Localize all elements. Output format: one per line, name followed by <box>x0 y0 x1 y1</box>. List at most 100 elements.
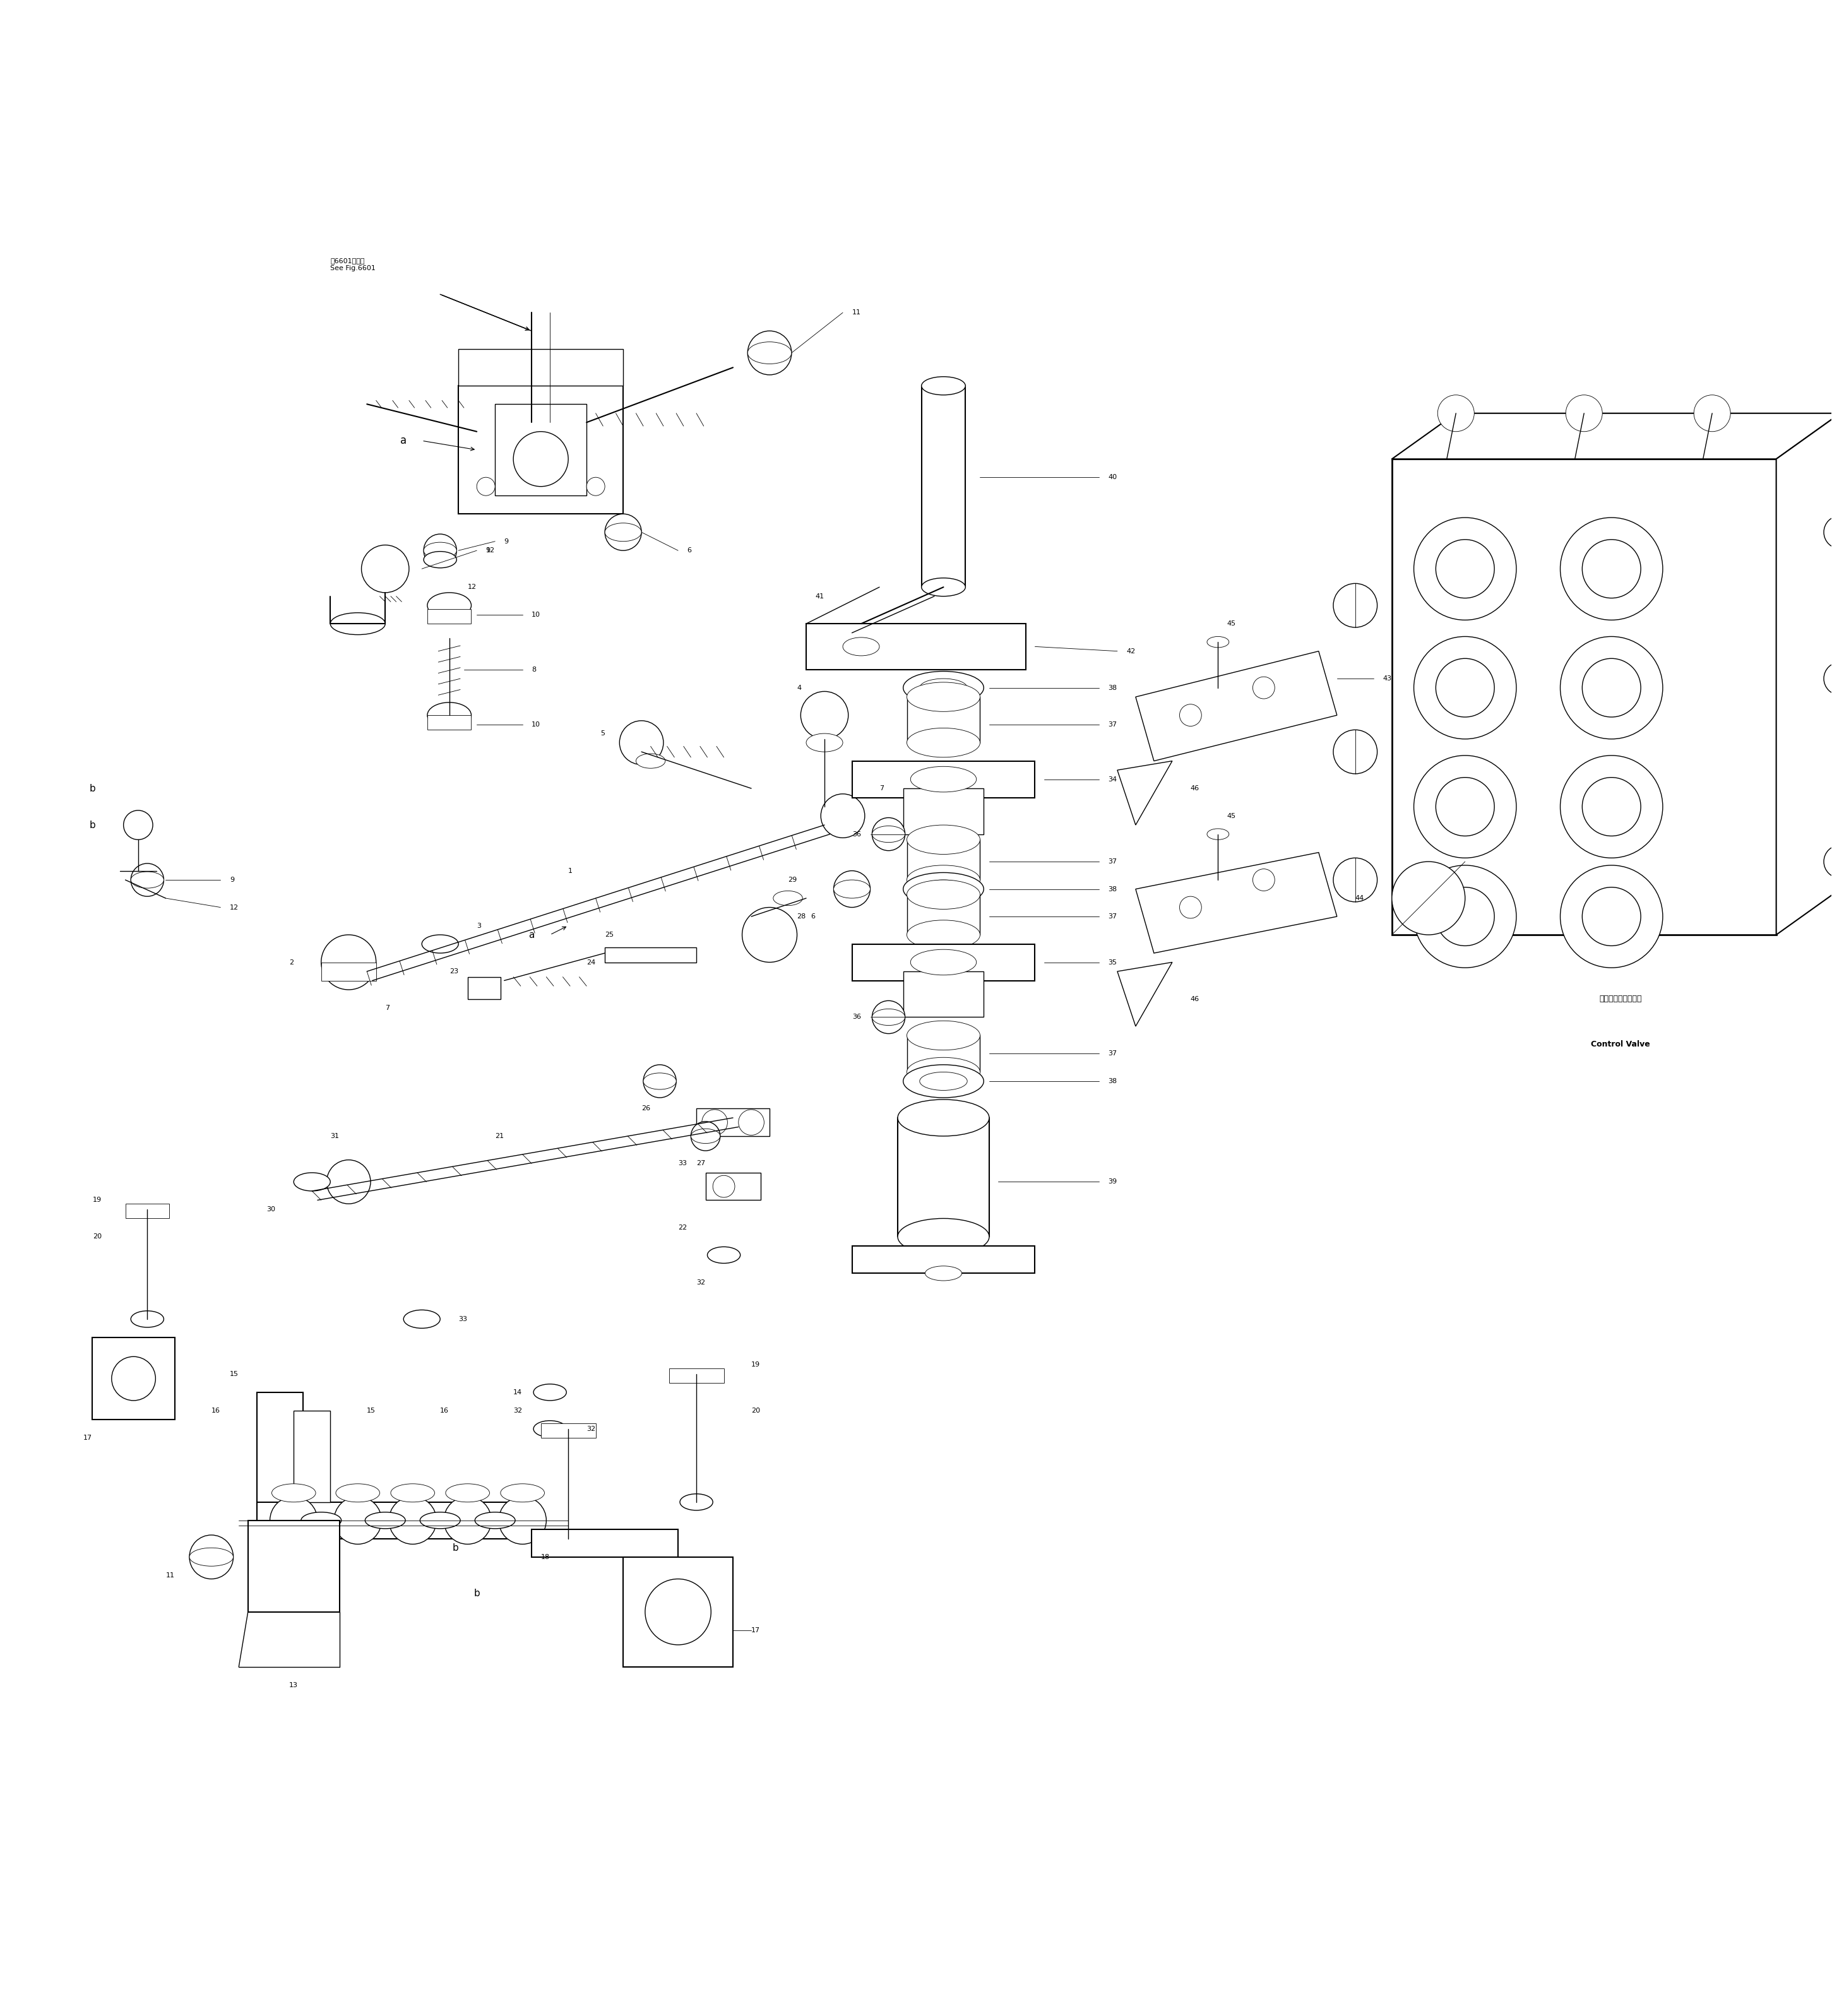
Circle shape <box>321 935 376 990</box>
Ellipse shape <box>1207 637 1229 647</box>
Ellipse shape <box>533 1421 566 1437</box>
Ellipse shape <box>920 879 967 899</box>
Ellipse shape <box>872 827 905 843</box>
Circle shape <box>801 691 848 740</box>
Text: 37: 37 <box>1108 859 1118 865</box>
Bar <box>1392 460 1777 935</box>
Bar <box>427 716 471 730</box>
Text: 21: 21 <box>495 1133 504 1139</box>
Bar <box>458 349 623 385</box>
Ellipse shape <box>747 343 791 363</box>
Text: 31: 31 <box>330 1133 339 1139</box>
Text: 5: 5 <box>601 730 605 736</box>
Bar <box>907 1036 980 1073</box>
Ellipse shape <box>293 1173 330 1191</box>
Text: 22: 22 <box>678 1224 687 1230</box>
Polygon shape <box>1118 962 1172 1026</box>
Ellipse shape <box>920 679 967 698</box>
Circle shape <box>423 534 456 566</box>
Circle shape <box>1253 869 1275 891</box>
Circle shape <box>1180 704 1202 726</box>
Text: 16: 16 <box>440 1407 449 1413</box>
Text: 38: 38 <box>1108 885 1118 893</box>
Text: 46: 46 <box>1191 996 1200 1002</box>
Circle shape <box>586 478 605 496</box>
Circle shape <box>1583 540 1641 599</box>
Text: 45: 45 <box>1227 812 1237 818</box>
Ellipse shape <box>636 754 665 768</box>
Bar <box>921 385 965 587</box>
Text: 32: 32 <box>696 1280 705 1286</box>
Circle shape <box>645 1579 711 1645</box>
Text: 35: 35 <box>1108 960 1118 966</box>
Bar <box>321 962 376 980</box>
Bar <box>669 1369 724 1383</box>
Circle shape <box>1583 659 1641 718</box>
Circle shape <box>872 1000 905 1034</box>
Circle shape <box>821 794 865 839</box>
Circle shape <box>1414 865 1517 968</box>
Circle shape <box>1583 887 1641 946</box>
Text: 9: 9 <box>504 538 509 544</box>
Circle shape <box>388 1496 436 1544</box>
Text: a: a <box>529 929 535 939</box>
Ellipse shape <box>898 1218 989 1256</box>
Circle shape <box>1414 518 1517 621</box>
Circle shape <box>702 1109 727 1135</box>
Ellipse shape <box>605 522 641 542</box>
Text: 39: 39 <box>1108 1179 1118 1185</box>
Text: a: a <box>401 435 407 446</box>
Text: b: b <box>90 784 95 792</box>
Bar <box>293 1411 330 1502</box>
Circle shape <box>513 431 568 486</box>
Circle shape <box>1436 887 1495 946</box>
Ellipse shape <box>920 1073 967 1091</box>
Ellipse shape <box>907 681 980 712</box>
Text: 15: 15 <box>231 1371 238 1377</box>
Text: 11: 11 <box>852 310 861 317</box>
Circle shape <box>1392 861 1466 935</box>
Ellipse shape <box>1207 829 1229 839</box>
Text: 20: 20 <box>751 1407 760 1413</box>
Polygon shape <box>1392 413 1832 460</box>
Circle shape <box>1436 659 1495 718</box>
Text: 1: 1 <box>568 867 573 873</box>
Circle shape <box>269 1496 317 1544</box>
Text: 16: 16 <box>213 1407 220 1413</box>
Text: 15: 15 <box>366 1407 376 1413</box>
Ellipse shape <box>898 1099 989 1137</box>
Circle shape <box>872 818 905 851</box>
Circle shape <box>498 1496 546 1544</box>
Bar <box>458 385 623 514</box>
Text: コントロールバルブ: コントロールバルブ <box>1599 994 1641 1002</box>
Circle shape <box>1253 677 1275 700</box>
Text: 7: 7 <box>879 786 883 792</box>
Circle shape <box>361 544 409 593</box>
Circle shape <box>643 1064 676 1097</box>
Circle shape <box>333 1496 381 1544</box>
Bar <box>467 978 500 998</box>
Ellipse shape <box>533 1385 566 1401</box>
Text: 37: 37 <box>1108 913 1118 919</box>
Ellipse shape <box>130 1310 163 1327</box>
Ellipse shape <box>907 728 980 758</box>
Circle shape <box>130 863 163 897</box>
Circle shape <box>738 1109 764 1135</box>
Circle shape <box>326 1159 370 1204</box>
Text: 37: 37 <box>1108 1050 1118 1056</box>
Text: 30: 30 <box>266 1206 275 1212</box>
Ellipse shape <box>551 1530 584 1546</box>
Circle shape <box>1334 583 1378 627</box>
Bar <box>256 1502 531 1538</box>
Text: 46: 46 <box>1191 786 1200 792</box>
Ellipse shape <box>907 1020 980 1050</box>
Text: 19: 19 <box>751 1361 760 1369</box>
Bar <box>907 839 980 879</box>
Ellipse shape <box>427 702 471 728</box>
Text: 37: 37 <box>1108 722 1118 728</box>
Ellipse shape <box>834 879 870 899</box>
Bar <box>605 948 696 962</box>
Text: 20: 20 <box>93 1234 101 1240</box>
Text: 25: 25 <box>605 931 614 937</box>
Circle shape <box>834 871 870 907</box>
